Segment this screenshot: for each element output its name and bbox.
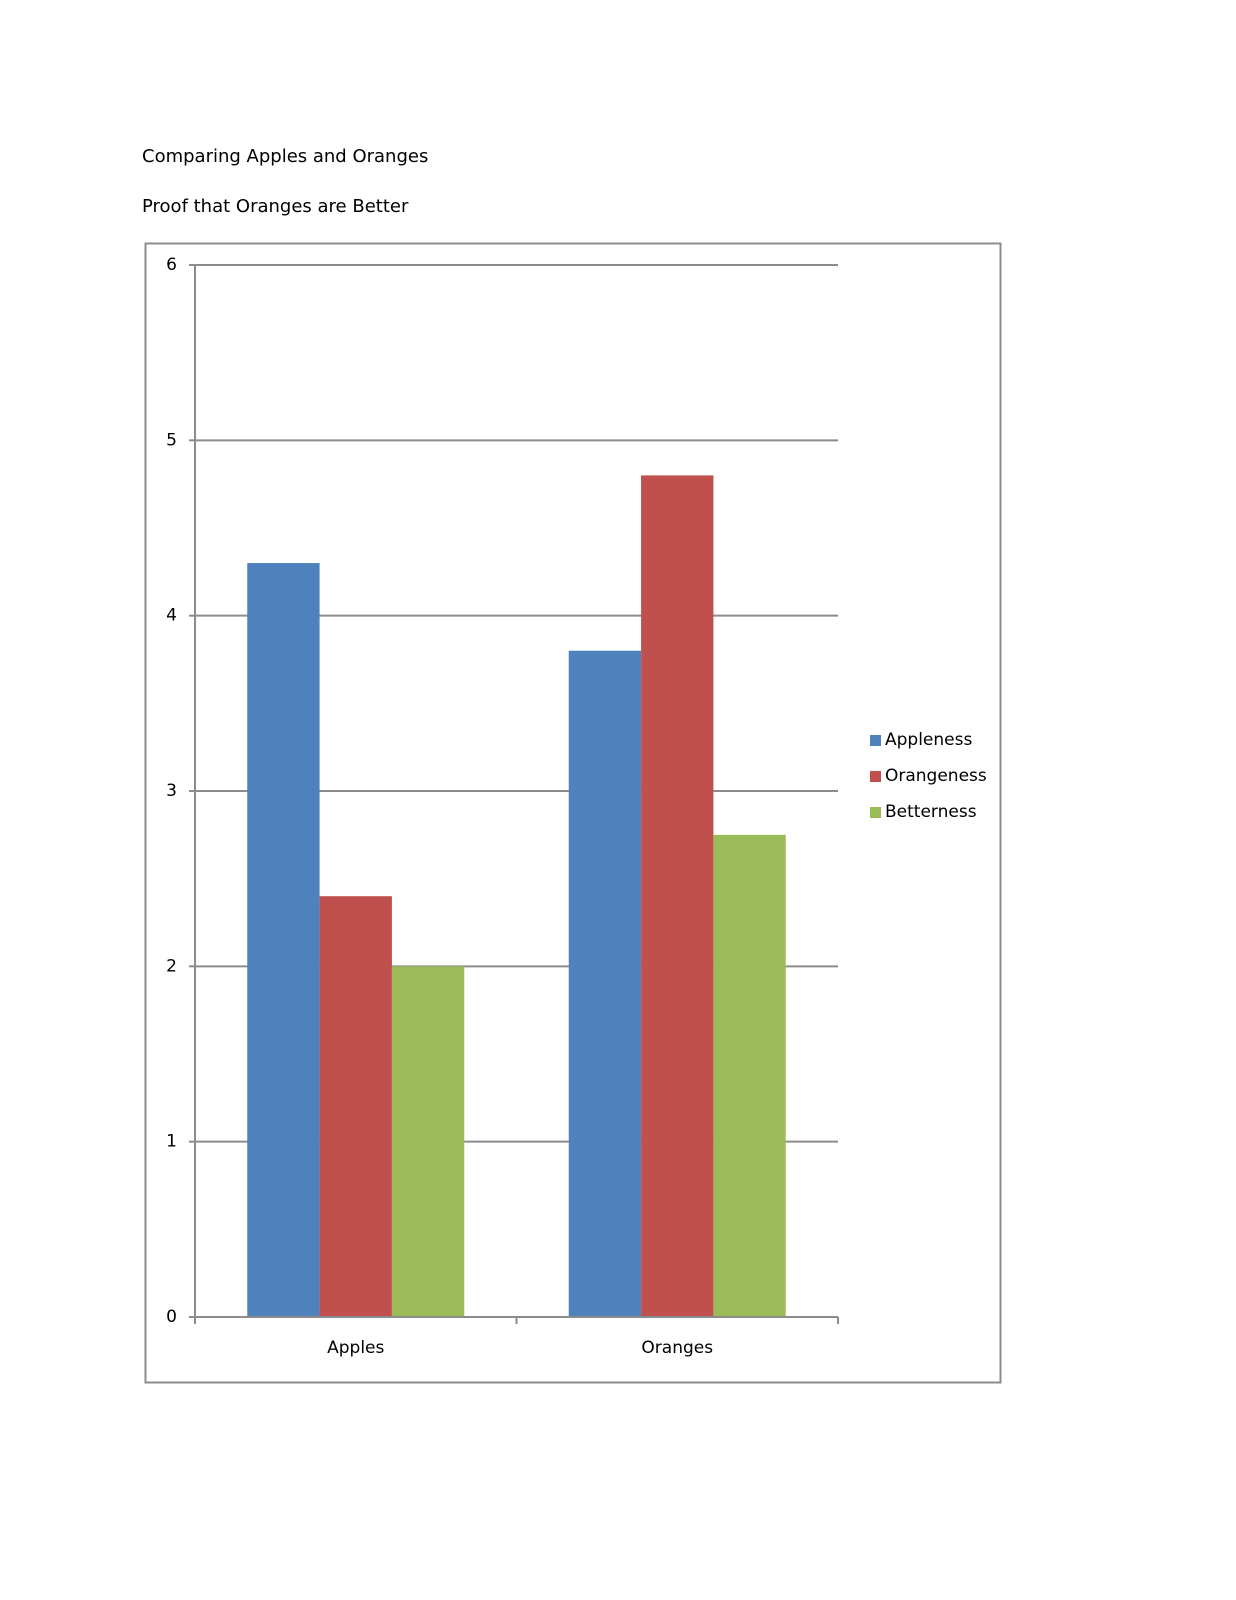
y-tick-label: 0 xyxy=(166,1307,177,1327)
y-tick-label: 4 xyxy=(166,606,177,626)
bar xyxy=(713,834,786,1317)
legend-label: Appleness xyxy=(885,730,972,750)
bar xyxy=(641,475,714,1317)
bar xyxy=(319,896,392,1317)
x-tick-label: Apples xyxy=(327,1338,384,1358)
y-tick-label: 2 xyxy=(166,956,177,976)
chart-title: Comparing Apples and Oranges xyxy=(142,146,428,167)
legend-swatch xyxy=(870,735,881,746)
bar xyxy=(568,650,642,1317)
bar xyxy=(391,966,465,1317)
y-tick-label: 3 xyxy=(166,781,177,801)
chart-frame xyxy=(144,242,1002,1384)
bar xyxy=(247,563,320,1317)
y-tick-label: 1 xyxy=(166,1132,177,1152)
legend-swatch xyxy=(870,771,881,782)
legend-label: Betterness xyxy=(885,802,977,822)
x-tick-label: Oranges xyxy=(641,1338,713,1358)
chart-subtitle: Proof that Oranges are Better xyxy=(142,196,409,217)
legend-swatch xyxy=(870,807,881,818)
y-tick-label: 5 xyxy=(166,430,177,450)
legend-label: Orangeness xyxy=(885,766,987,786)
y-tick-label: 6 xyxy=(166,255,177,275)
